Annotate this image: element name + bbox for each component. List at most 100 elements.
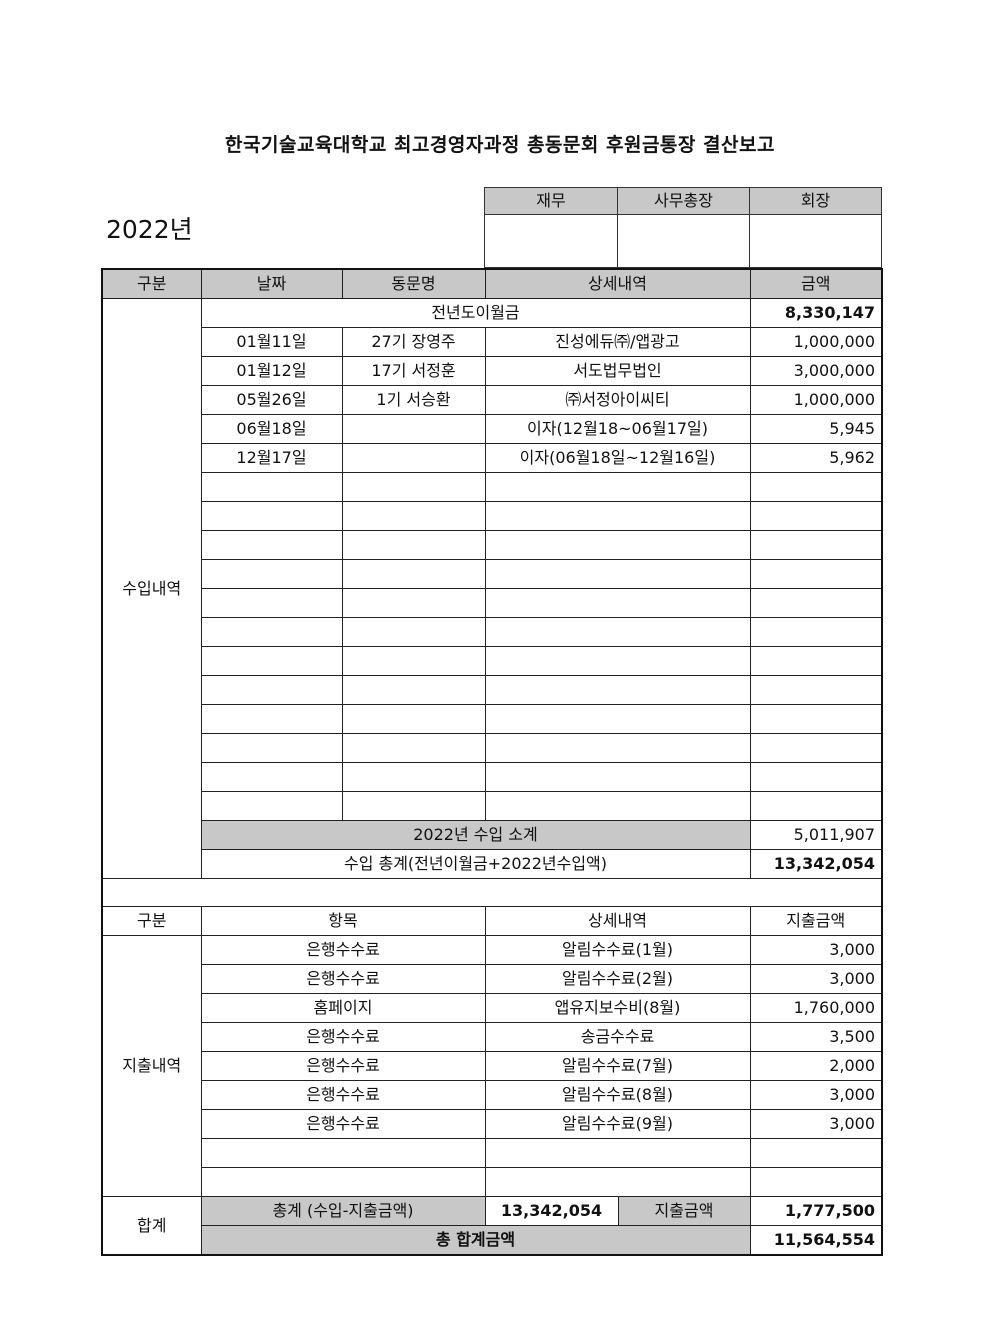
income-alumni: 17기 서정훈 (341, 356, 486, 386)
empty-cell (341, 675, 486, 705)
summary-row: 합계 총계 (수입-지출금액) 13,342,054 지출금액 1,777,500 (101, 1196, 883, 1256)
income-amount: 5,945 (749, 414, 883, 444)
expense-detail: 앱유지보수비(8월) (484, 993, 751, 1023)
empty-cell (341, 559, 486, 589)
expense-item: 은행수수료 (200, 1022, 486, 1052)
income-row: 06월18일 이자(12월18~06월17일) 5,945 (102, 414, 883, 444)
approval-header-finance: 재무 (484, 187, 618, 215)
signature-box-president (749, 214, 882, 268)
income-total-amount: 13,342,054 (749, 849, 883, 879)
empty-cell (749, 1167, 883, 1197)
expense-empty-row (102, 1167, 883, 1197)
expense-item: 은행수수료 (200, 1051, 486, 1081)
income-amount: 1,000,000 (749, 385, 883, 415)
empty-cell (484, 1167, 751, 1197)
empty-cell (484, 1138, 751, 1168)
empty-cell (749, 559, 883, 589)
income-empty-row (102, 559, 883, 589)
signature-box-finance (484, 214, 618, 268)
income-detail: 이자(06월18일~12월16일) (484, 443, 751, 473)
expense-header-amount: 지출금액 (749, 906, 883, 936)
empty-cell (484, 762, 751, 792)
empty-cell (200, 501, 343, 531)
empty-cell (200, 617, 343, 647)
empty-cell (484, 472, 751, 502)
income-detail: 이자(12월18~06월17일) (484, 414, 751, 444)
empty-cell (749, 472, 883, 502)
expense-header-item: 항목 (200, 906, 486, 936)
income-date: 01월11일 (200, 327, 343, 357)
empty-cell (341, 617, 486, 647)
carryover-label: 전년도이월금 (200, 298, 751, 328)
empty-cell (200, 530, 343, 560)
income-date: 06월18일 (200, 414, 343, 444)
header-detail: 상세내역 (484, 268, 751, 299)
income-total-row: 수입 총계(전년이월금+2022년수입액) 13,342,054 (102, 849, 883, 879)
empty-cell (749, 617, 883, 647)
income-detail: 진성에듀㈜/앱광고 (484, 327, 751, 357)
grand-total-label: 총 합계금액 (200, 1225, 751, 1256)
income-amount: 5,962 (749, 443, 883, 473)
expense-item: 은행수수료 (200, 964, 486, 994)
empty-cell (200, 675, 343, 705)
empty-cell (200, 704, 343, 734)
expense-total-amount: 1,777,500 (749, 1196, 883, 1226)
empty-cell (484, 733, 751, 763)
empty-cell (484, 704, 751, 734)
empty-cell (749, 675, 883, 705)
income-empty-row (102, 501, 883, 531)
expense-amount: 3,500 (749, 1022, 883, 1052)
income-subtotal-row: 2022년 수입 소계 5,011,907 (102, 820, 883, 850)
income-subtotal-amount: 5,011,907 (749, 820, 883, 850)
expense-row: 은행수수료 알림수수료(2월) 3,000 (102, 964, 883, 994)
income-subtotal-label: 2022년 수입 소계 (200, 820, 751, 850)
expense-amount: 1,760,000 (749, 993, 883, 1023)
income-date: 12월17일 (200, 443, 343, 473)
expense-row: 홈페이지 앱유지보수비(8월) 1,760,000 (102, 993, 883, 1023)
expense-amount: 3,000 (749, 1109, 883, 1139)
grand-total-amount: 11,564,554 (749, 1225, 883, 1256)
empty-cell (341, 791, 486, 821)
expense-amount: 3,000 (749, 964, 883, 994)
grand-total-row: 총 합계금액 11,564,554 (102, 1225, 883, 1256)
expense-row: 은행수수료 송금수수료 3,500 (102, 1022, 883, 1052)
empty-cell (749, 1138, 883, 1168)
expense-detail: 알림수수료(2월) (484, 964, 751, 994)
income-date: 01월12일 (200, 356, 343, 386)
income-alumni (341, 414, 486, 444)
empty-cell (200, 588, 343, 618)
expense-header-category: 구분 (101, 906, 202, 936)
empty-cell (484, 588, 751, 618)
empty-cell (749, 646, 883, 676)
empty-cell (749, 733, 883, 763)
income-alumni: 1기 서승환 (341, 385, 486, 415)
income-row: 01월12일 17기 서정훈 서도법무법인 3,000,000 (102, 356, 883, 386)
empty-cell (484, 646, 751, 676)
income-row: 12월17일 이자(06월18일~12월16일) 5,962 (102, 443, 883, 473)
empty-cell (749, 501, 883, 531)
empty-cell (749, 791, 883, 821)
income-empty-row (102, 530, 883, 560)
income-empty-row (102, 646, 883, 676)
income-total-label: 수입 총계(전년이월금+2022년수입액) (200, 849, 751, 879)
empty-cell (484, 530, 751, 560)
expense-row: 은행수수료 알림수수료(7월) 2,000 (102, 1051, 883, 1081)
empty-cell (200, 559, 343, 589)
empty-cell (200, 762, 343, 792)
empty-cell (484, 675, 751, 705)
empty-cell (484, 559, 751, 589)
spacer-row (102, 878, 882, 907)
carryover-row: 수입내역 전년도이월금 8,330,147 (101, 298, 883, 879)
carryover-amount: 8,330,147 (749, 298, 883, 328)
empty-cell (200, 791, 343, 821)
expense-item: 은행수수료 (200, 935, 486, 965)
expense-item: 은행수수료 (200, 1109, 486, 1139)
net-total-label: 총계 (수입-지출금액) (200, 1196, 486, 1226)
header-date: 날짜 (200, 268, 343, 299)
header-alumni: 동문명 (341, 268, 486, 299)
income-empty-row (102, 791, 883, 821)
empty-cell (341, 762, 486, 792)
document-title: 한국기술교육대학교 최고경영자과정 총동문회 후원금통장 결산보고 (225, 134, 775, 156)
empty-cell (341, 588, 486, 618)
empty-cell (200, 646, 343, 676)
